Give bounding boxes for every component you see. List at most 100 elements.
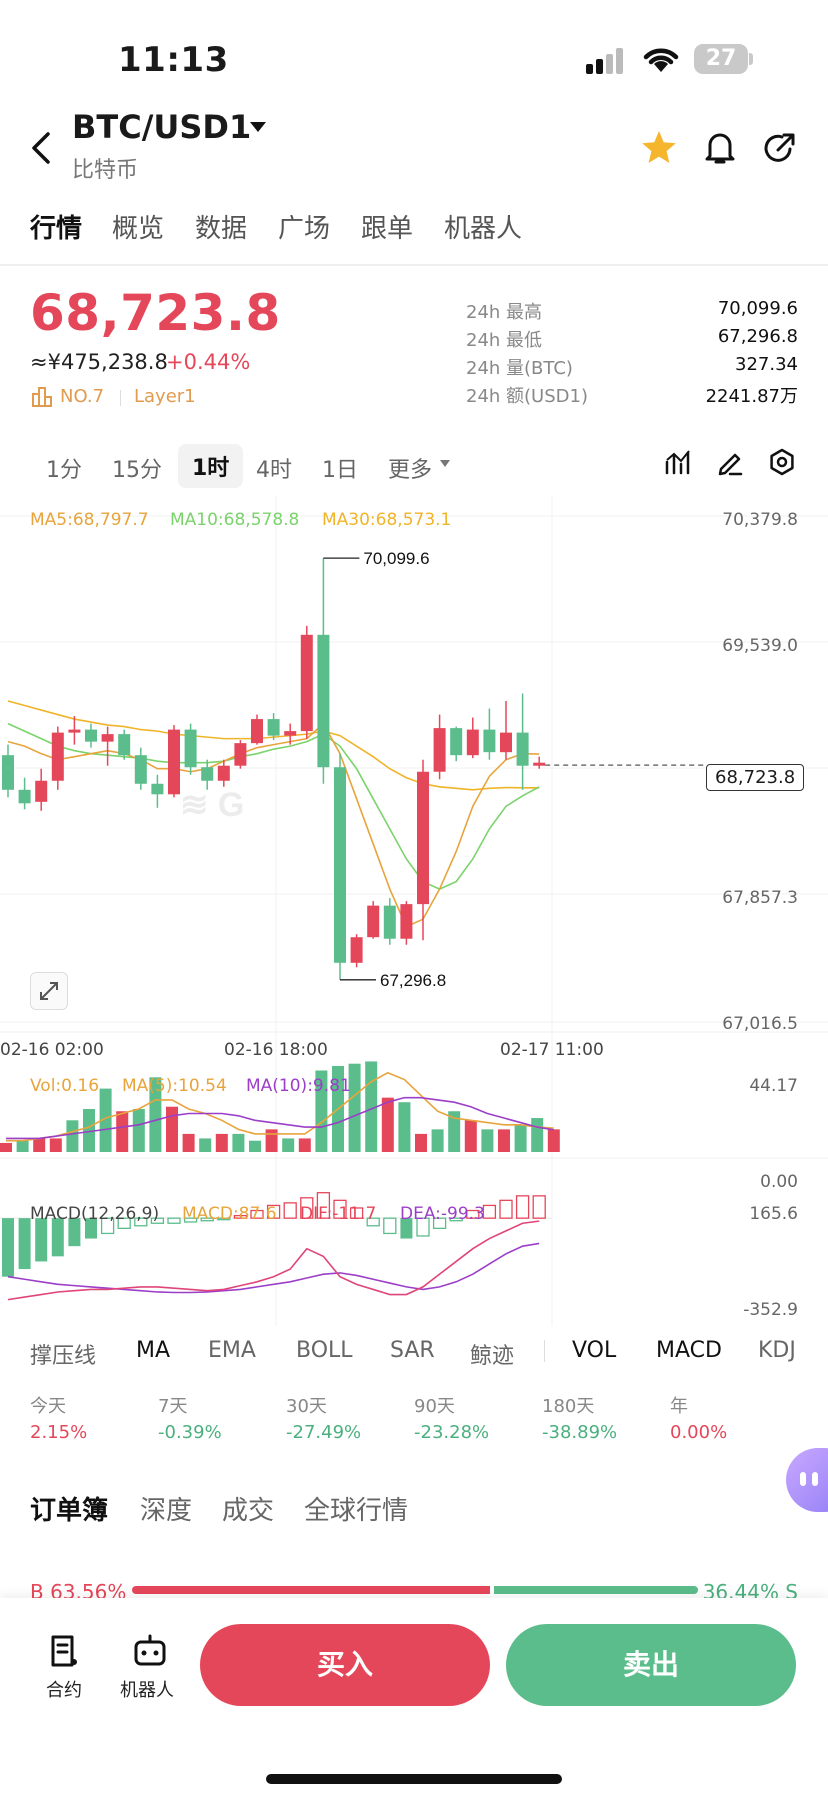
candle-15	[251, 714, 263, 745]
sell-button[interactable]: 卖出	[506, 1624, 796, 1706]
tab-orderbook[interactable]: 订单簿	[30, 1496, 109, 1526]
macd-bar-7	[117, 1217, 131, 1229]
timeframe-1d[interactable]: 1日	[322, 458, 358, 483]
robot-label[interactable]: 机器人	[120, 1680, 174, 1701]
macd-bar-2	[35, 1218, 48, 1262]
expand-icon	[40, 982, 58, 1000]
volume-bar-27	[448, 1111, 461, 1152]
indicator-ema[interactable]: EMA	[208, 1338, 256, 1363]
candle-body-28	[466, 729, 479, 756]
favorite-star-icon[interactable]	[641, 130, 677, 164]
candle-body-5	[85, 729, 97, 742]
perf-value-180d: -38.89%	[542, 1422, 618, 1443]
macd-bar-30	[499, 1199, 513, 1219]
timeframe-15m[interactable]: 15分	[112, 458, 162, 483]
tab-data[interactable]: 数据	[195, 214, 248, 244]
macd-bar-21	[349, 1207, 364, 1219]
tab-overview[interactable]: 概览	[112, 214, 165, 244]
perf-label-180d: 180天	[542, 1396, 595, 1417]
volume-bar-19	[315, 1070, 328, 1152]
macd-bar-29	[482, 1204, 497, 1219]
vol-ma5-line	[6, 1071, 554, 1142]
indicator-vol[interactable]: VOL	[572, 1338, 617, 1363]
contract-label[interactable]: 合约	[46, 1680, 82, 1701]
contract-icon[interactable]	[48, 1634, 80, 1668]
candle-body-27	[450, 728, 463, 756]
tab-copy-trade[interactable]: 跟单	[361, 214, 414, 244]
indicator-icon[interactable]	[664, 448, 692, 476]
candle-20	[334, 753, 346, 980]
pair-title[interactable]: BTC/USD1	[72, 108, 252, 146]
candle-body-4	[68, 729, 81, 733]
volume-bar-12	[199, 1138, 212, 1152]
tab-square[interactable]: 广场	[278, 214, 331, 244]
indicator-sar[interactable]: SAR	[390, 1338, 435, 1363]
macd-bar-4	[68, 1218, 81, 1247]
share-icon[interactable]	[762, 132, 796, 164]
last-price: 68,723.8	[30, 284, 281, 342]
stat-volume-label: 24h 量(BTC)	[466, 358, 573, 379]
dropdown-caret-icon[interactable]	[250, 122, 266, 134]
status-time: 11:13	[118, 40, 229, 80]
candle-body-12	[201, 767, 214, 781]
indicator-support[interactable]: 撑压线	[30, 1344, 97, 1369]
indicator-whale[interactable]: 鲸迹	[470, 1344, 515, 1369]
more-caret-icon[interactable]	[440, 460, 450, 468]
macd-bar-27	[449, 1217, 463, 1222]
volume-bar-3	[49, 1138, 62, 1152]
indicator-macd[interactable]: MACD	[656, 1338, 722, 1363]
cellular-signal-icon	[586, 48, 623, 74]
tab-robot[interactable]: 机器人	[444, 214, 523, 244]
sell-ratio-bar	[493, 1586, 698, 1594]
volume-bar-17	[282, 1138, 295, 1152]
battery-indicator: 27	[694, 44, 748, 74]
candle-body-16	[267, 719, 280, 736]
candle-23	[383, 898, 396, 945]
tab-depth[interactable]: 深度	[140, 1496, 193, 1526]
rank-badge[interactable]: NO.7	[60, 386, 105, 407]
volume-bar-28	[464, 1120, 477, 1152]
candle-body-8	[134, 755, 147, 784]
volume-bar-18	[298, 1138, 311, 1152]
volume-bar-30	[498, 1129, 510, 1152]
timeframe-1m[interactable]: 1分	[46, 458, 82, 483]
macd-value: MACD:87.6	[182, 1204, 277, 1224]
back-arrow-icon[interactable]	[30, 132, 52, 164]
sector-badge[interactable]: Layer1	[134, 386, 196, 407]
floating-assistant-button[interactable]	[786, 1448, 828, 1512]
kline-chart[interactable]: ≋ G 70,099.6 67,296.8	[0, 496, 828, 1326]
candle-26	[433, 714, 446, 780]
tab-trades[interactable]: 成交	[222, 1496, 275, 1526]
timeframe-1h[interactable]: 1时	[178, 444, 244, 488]
dea-value: DEA:-99.3	[400, 1204, 485, 1224]
candle-19	[317, 558, 330, 784]
tab-global-market[interactable]: 全球行情	[304, 1496, 409, 1526]
buy-button[interactable]: 买入	[200, 1624, 490, 1706]
indicator-ma[interactable]: MA	[136, 1338, 171, 1363]
macd-bar-20	[333, 1199, 347, 1219]
timeframe-more[interactable]: 更多	[388, 458, 433, 483]
macd-bar-12	[200, 1217, 214, 1222]
candle-22	[367, 901, 380, 939]
low-price-label: 67,296.8	[380, 971, 446, 990]
chart-settings-icon[interactable]	[768, 448, 796, 476]
bell-icon[interactable]	[704, 130, 736, 166]
robot-icon[interactable]	[132, 1634, 168, 1668]
candle-10	[168, 725, 180, 798]
vol-ma10-legend: MA(10):9.81	[246, 1076, 351, 1096]
vol-ma5-legend: MA(5):10.54	[122, 1076, 227, 1096]
volume-bar-14	[232, 1133, 245, 1152]
indicator-boll[interactable]: BOLL	[296, 1338, 353, 1363]
expand-button[interactable]	[30, 972, 68, 1010]
perf-value-7d: -0.39%	[158, 1422, 222, 1443]
indicator-kdj[interactable]: KDJ	[758, 1338, 796, 1363]
timeframe-4h[interactable]: 4时	[256, 458, 292, 483]
vol-max-label: 44.17	[749, 1076, 798, 1096]
draw-pencil-icon[interactable]	[716, 448, 744, 476]
tab-market[interactable]: 行情	[30, 214, 83, 244]
y-label-2: 69,539.0	[722, 636, 798, 656]
watermark-icon: ≋ G	[180, 786, 244, 824]
dea-line	[7, 1242, 540, 1294]
perf-label-30d: 30天	[286, 1396, 327, 1417]
stat-volume-value: 327.34	[735, 354, 798, 375]
